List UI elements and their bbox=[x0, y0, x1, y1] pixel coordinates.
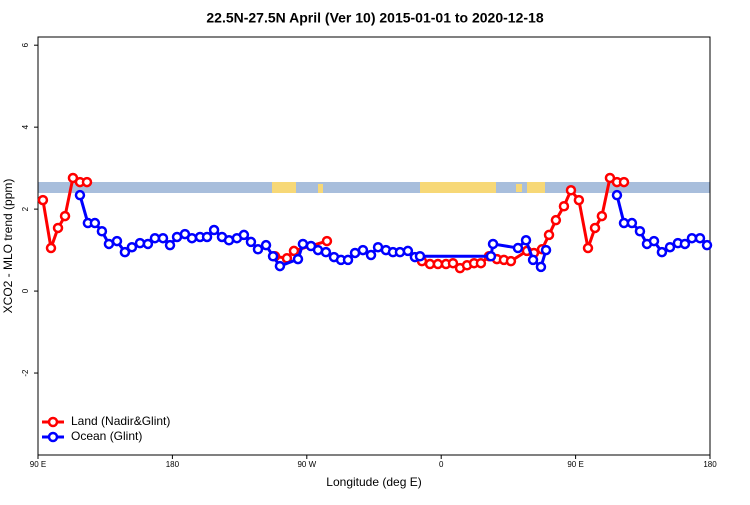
y-axis-label: XCO2 - MLO trend (ppm) bbox=[1, 179, 15, 314]
x-tick-label: 180 bbox=[703, 460, 717, 469]
y-tick-label: 2 bbox=[21, 206, 30, 211]
point bbox=[365, 249, 377, 261]
point bbox=[81, 176, 93, 188]
y-tick-label: -2 bbox=[21, 369, 30, 377]
point bbox=[74, 189, 86, 201]
point bbox=[288, 245, 300, 257]
point bbox=[558, 200, 570, 212]
point bbox=[540, 244, 552, 256]
point bbox=[37, 194, 49, 206]
x-tick-label: 0 bbox=[439, 460, 444, 469]
x-tick-label: 90 W bbox=[297, 460, 316, 469]
point bbox=[589, 222, 601, 234]
point bbox=[520, 235, 532, 246]
point bbox=[679, 238, 691, 250]
point bbox=[274, 260, 286, 272]
legend-marker bbox=[47, 431, 59, 443]
point bbox=[550, 214, 562, 226]
point bbox=[164, 239, 176, 251]
point bbox=[208, 224, 220, 236]
point bbox=[485, 250, 497, 262]
point bbox=[297, 238, 309, 250]
point bbox=[201, 231, 213, 243]
point bbox=[186, 232, 198, 244]
point bbox=[320, 246, 332, 258]
x-tick-label: 180 bbox=[166, 460, 180, 469]
point bbox=[512, 242, 524, 254]
point bbox=[245, 236, 257, 248]
x-tick-label: 90 E bbox=[567, 460, 583, 469]
map-strip bbox=[38, 182, 710, 193]
point bbox=[292, 253, 304, 265]
y-tick-label: 4 bbox=[21, 124, 30, 129]
point bbox=[157, 232, 169, 244]
point bbox=[447, 257, 459, 269]
point bbox=[611, 189, 623, 201]
point bbox=[142, 238, 154, 250]
point bbox=[52, 222, 64, 234]
y-tick-label: 0 bbox=[21, 288, 30, 293]
chart-title: 22.5N-27.5N April (Ver 10) 2015-01-01 to… bbox=[206, 10, 543, 26]
point bbox=[432, 258, 444, 270]
point bbox=[656, 246, 668, 258]
point bbox=[260, 239, 272, 251]
point bbox=[626, 217, 638, 229]
point bbox=[573, 194, 585, 206]
legend-label: Ocean (Glint) bbox=[71, 429, 142, 443]
point bbox=[103, 238, 115, 250]
point bbox=[238, 229, 250, 241]
point bbox=[342, 254, 354, 266]
point bbox=[59, 210, 71, 222]
point bbox=[543, 229, 555, 241]
point bbox=[686, 232, 698, 244]
point bbox=[596, 210, 608, 222]
point bbox=[648, 235, 660, 247]
point bbox=[96, 225, 108, 237]
point bbox=[505, 255, 517, 267]
point bbox=[634, 225, 646, 237]
legend-label: Land (Nadir&Glint) bbox=[71, 414, 170, 428]
point bbox=[475, 257, 487, 269]
x-axis-label: Longitude (deg E) bbox=[326, 475, 421, 489]
point bbox=[89, 217, 101, 229]
point bbox=[111, 235, 123, 247]
point bbox=[267, 250, 279, 262]
point bbox=[527, 254, 539, 266]
point bbox=[402, 245, 414, 257]
point bbox=[535, 261, 547, 273]
point bbox=[701, 239, 713, 251]
point bbox=[487, 238, 499, 250]
point bbox=[582, 242, 594, 254]
point bbox=[565, 185, 577, 196]
point bbox=[357, 244, 369, 256]
point bbox=[664, 241, 676, 253]
point bbox=[252, 244, 264, 255]
point bbox=[119, 246, 131, 258]
point bbox=[126, 241, 138, 253]
point bbox=[321, 235, 333, 247]
point bbox=[414, 250, 426, 262]
point bbox=[618, 176, 630, 188]
x-tick-label: 90 E bbox=[30, 460, 46, 469]
legend-marker bbox=[47, 416, 59, 428]
y-tick-label: 6 bbox=[21, 42, 30, 47]
point bbox=[45, 242, 57, 254]
point bbox=[149, 232, 161, 244]
point bbox=[394, 246, 406, 258]
point bbox=[694, 232, 706, 244]
